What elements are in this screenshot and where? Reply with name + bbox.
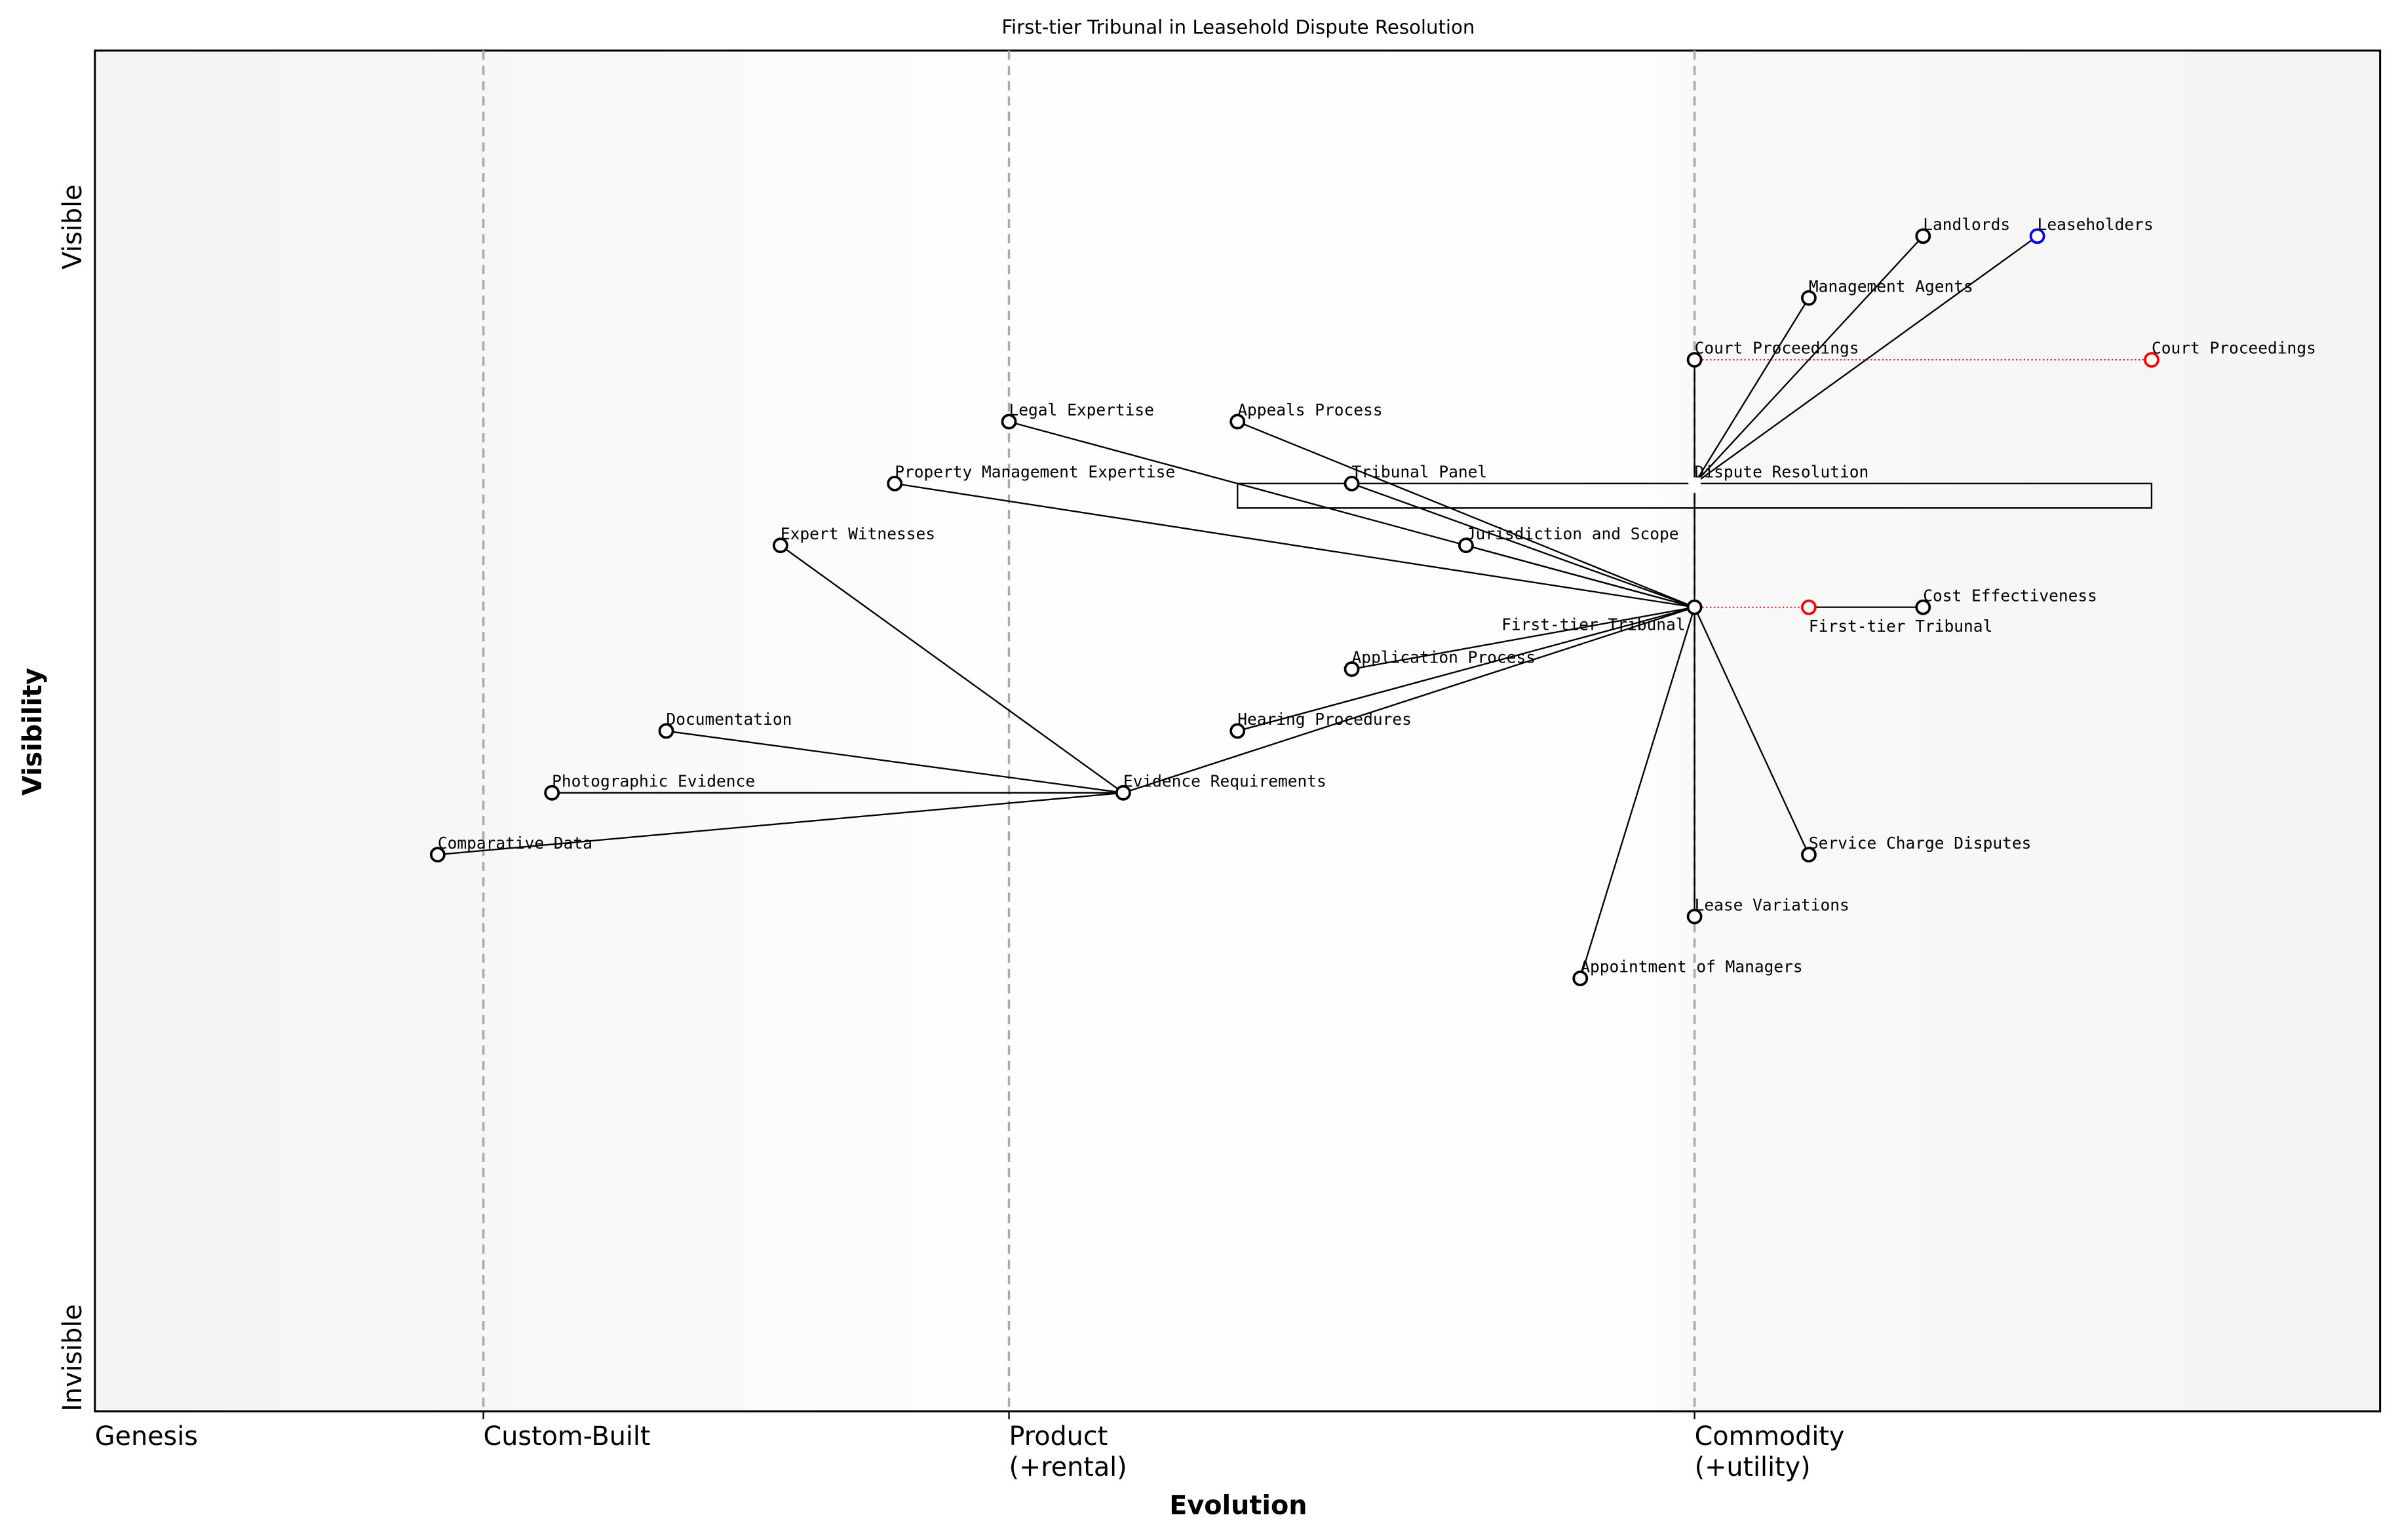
x-axis-title: Evolution	[1169, 1490, 1307, 1520]
component-node-propmgmt	[887, 475, 903, 491]
component-node-landlords	[1915, 228, 1931, 244]
component-node-lease	[1686, 908, 1703, 925]
component-label-juris: Jurisdiction and Scope	[1466, 524, 1679, 543]
component-node-mgmt	[1801, 290, 1817, 306]
x-stage-label: Custom-Built	[484, 1421, 651, 1452]
component-node-hearing	[1229, 723, 1246, 739]
component-node-appeals	[1229, 414, 1246, 430]
component-node-evidence	[1115, 784, 1131, 801]
component-label-mgmt: Management Agents	[1809, 277, 1973, 296]
dependency-link	[1694, 298, 1810, 484]
dependency-link	[1351, 606, 1695, 670]
component-node-docs	[658, 723, 674, 739]
component-node-appoint	[1572, 971, 1589, 986]
chart-title: First-tier Tribunal in Leasehold Dispute…	[1001, 16, 1475, 38]
component-node-panel	[1344, 475, 1360, 491]
component-node-ftt	[1686, 599, 1703, 615]
component-node-leaseholders	[2029, 228, 2045, 244]
component-label-docs: Documentation	[667, 710, 792, 729]
component-label-hearing: Hearing Procedures	[1237, 710, 1412, 729]
dependency-link	[1237, 421, 1695, 608]
dependency-link	[780, 545, 1124, 794]
y-tick-visible: Visible	[58, 184, 88, 269]
component-label-dispute: Dispute Resolution	[1695, 463, 1869, 482]
component-node-comparative	[429, 847, 446, 863]
dependency-link	[895, 482, 1695, 608]
x-stage-label: Genesis	[95, 1421, 198, 1452]
dependency-link	[1694, 607, 1810, 855]
dependency-link	[1123, 606, 1695, 794]
component-label-application: Application Process	[1352, 648, 1536, 667]
component-label-court: Court Proceedings	[1695, 339, 1859, 358]
dependency-link	[437, 792, 1123, 856]
y-axis-title: Visibility	[18, 668, 48, 796]
component-label-evidence: Evidence Requirements	[1123, 771, 1326, 790]
component-node-court	[1686, 352, 1703, 368]
pipeline-node-marker	[1688, 477, 1701, 493]
component-node-service	[1801, 847, 1817, 863]
component-label-landlords: Landlords	[1923, 215, 2010, 234]
component-label-cost: Cost Effectiveness	[1923, 586, 2097, 605]
x-stage-label: Commodity (+utility)	[1695, 1421, 1845, 1482]
component-label-legal: Legal Expertise	[1009, 400, 1154, 419]
dependency-link	[666, 730, 1124, 794]
dependency-link	[1351, 482, 1695, 608]
component-node-expert	[772, 537, 788, 554]
component-node-juris	[1458, 537, 1474, 554]
component-label-appoint: Appointment of Managers	[1580, 957, 1802, 976]
component-label-propmgmt: Property Management Expertise	[895, 463, 1175, 482]
component-label-leaseholders: Leaseholders	[2038, 215, 2154, 234]
x-stage-label: Product (+rental)	[1009, 1421, 1127, 1482]
component-node-cost	[1915, 599, 1931, 615]
component-label-service: Service Charge Disputes	[1809, 834, 2031, 853]
component-label-panel: Tribunal Panel	[1352, 463, 1488, 482]
component-label-expert: Expert Witnesses	[781, 524, 935, 543]
dependency-link	[1579, 607, 1695, 979]
component-label-comparative: Comparative Data	[438, 834, 592, 853]
component-label-appeals: Appeals Process	[1237, 400, 1382, 419]
y-tick-invisible: Invisible	[58, 1304, 88, 1412]
component-node-application	[1344, 661, 1360, 677]
component-node-ftt_ev	[1801, 599, 1817, 615]
dependency-link	[1694, 235, 2038, 484]
component-label-lease: Lease Variations	[1695, 895, 1849, 914]
component-label-ftt: First-tier Tribunal	[1501, 615, 1685, 634]
dependency-link	[1465, 545, 1695, 608]
component-node-legal	[1001, 414, 1017, 430]
component-label-ftt_ev: First-tier Tribunal	[1809, 617, 1992, 636]
component-node-court_ev	[2144, 352, 2159, 368]
component-label-photo: Photographic Evidence	[552, 771, 755, 790]
dependency-link	[1237, 606, 1695, 732]
dependency-link	[1694, 235, 1924, 484]
component-label-court_ev: Court Proceedings	[2152, 339, 2316, 358]
component-node-photo	[544, 784, 560, 801]
